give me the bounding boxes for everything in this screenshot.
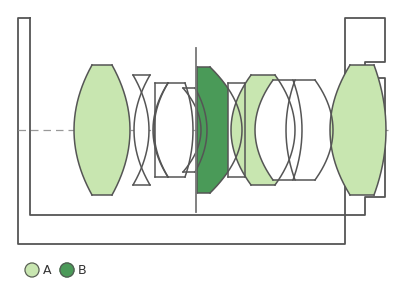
Polygon shape — [227, 83, 244, 177]
Polygon shape — [329, 65, 385, 195]
Polygon shape — [133, 75, 150, 185]
Polygon shape — [74, 65, 130, 195]
Circle shape — [60, 263, 74, 277]
Polygon shape — [231, 75, 294, 185]
Text: A: A — [43, 263, 51, 276]
Polygon shape — [154, 83, 168, 177]
Polygon shape — [254, 80, 301, 180]
Circle shape — [25, 263, 39, 277]
Polygon shape — [182, 88, 207, 172]
Text: B: B — [78, 263, 86, 276]
Polygon shape — [153, 83, 192, 177]
Polygon shape — [285, 80, 332, 180]
Polygon shape — [196, 67, 241, 193]
